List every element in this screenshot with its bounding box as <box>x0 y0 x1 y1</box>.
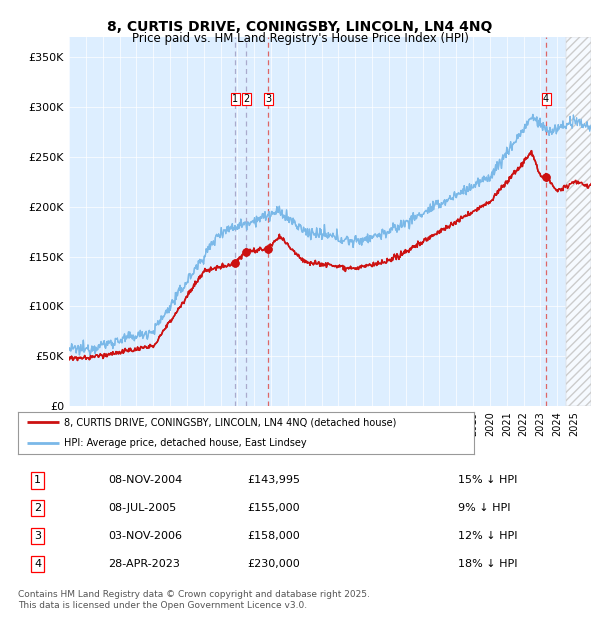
Text: 3: 3 <box>34 531 41 541</box>
Text: 18% ↓ HPI: 18% ↓ HPI <box>458 559 517 569</box>
Text: 9% ↓ HPI: 9% ↓ HPI <box>458 503 511 513</box>
Bar <box>566 37 591 406</box>
Text: £158,000: £158,000 <box>247 531 300 541</box>
Text: HPI: Average price, detached house, East Lindsey: HPI: Average price, detached house, East… <box>64 438 306 448</box>
Text: 4: 4 <box>34 559 41 569</box>
Text: 08-JUL-2005: 08-JUL-2005 <box>108 503 176 513</box>
Text: 1: 1 <box>232 94 238 104</box>
Text: 8, CURTIS DRIVE, CONINGSBY, LINCOLN, LN4 4NQ (detached house): 8, CURTIS DRIVE, CONINGSBY, LINCOLN, LN4… <box>64 417 396 427</box>
Text: 2: 2 <box>243 94 249 104</box>
Text: £230,000: £230,000 <box>247 559 300 569</box>
Text: 08-NOV-2004: 08-NOV-2004 <box>108 476 182 485</box>
Text: 8, CURTIS DRIVE, CONINGSBY, LINCOLN, LN4 4NQ: 8, CURTIS DRIVE, CONINGSBY, LINCOLN, LN4… <box>107 20 493 34</box>
Text: 12% ↓ HPI: 12% ↓ HPI <box>458 531 517 541</box>
Text: Contains HM Land Registry data © Crown copyright and database right 2025.
This d: Contains HM Land Registry data © Crown c… <box>18 590 370 609</box>
Text: 2: 2 <box>34 503 41 513</box>
Text: 1: 1 <box>34 476 41 485</box>
Bar <box>566 37 591 406</box>
Text: 3: 3 <box>265 94 271 104</box>
Text: £143,995: £143,995 <box>247 476 300 485</box>
Text: 15% ↓ HPI: 15% ↓ HPI <box>458 476 517 485</box>
Text: 03-NOV-2006: 03-NOV-2006 <box>108 531 182 541</box>
Text: £155,000: £155,000 <box>247 503 300 513</box>
Text: 28-APR-2023: 28-APR-2023 <box>108 559 180 569</box>
Bar <box>566 37 591 406</box>
Text: 4: 4 <box>543 94 549 104</box>
Text: Price paid vs. HM Land Registry's House Price Index (HPI): Price paid vs. HM Land Registry's House … <box>131 32 469 45</box>
